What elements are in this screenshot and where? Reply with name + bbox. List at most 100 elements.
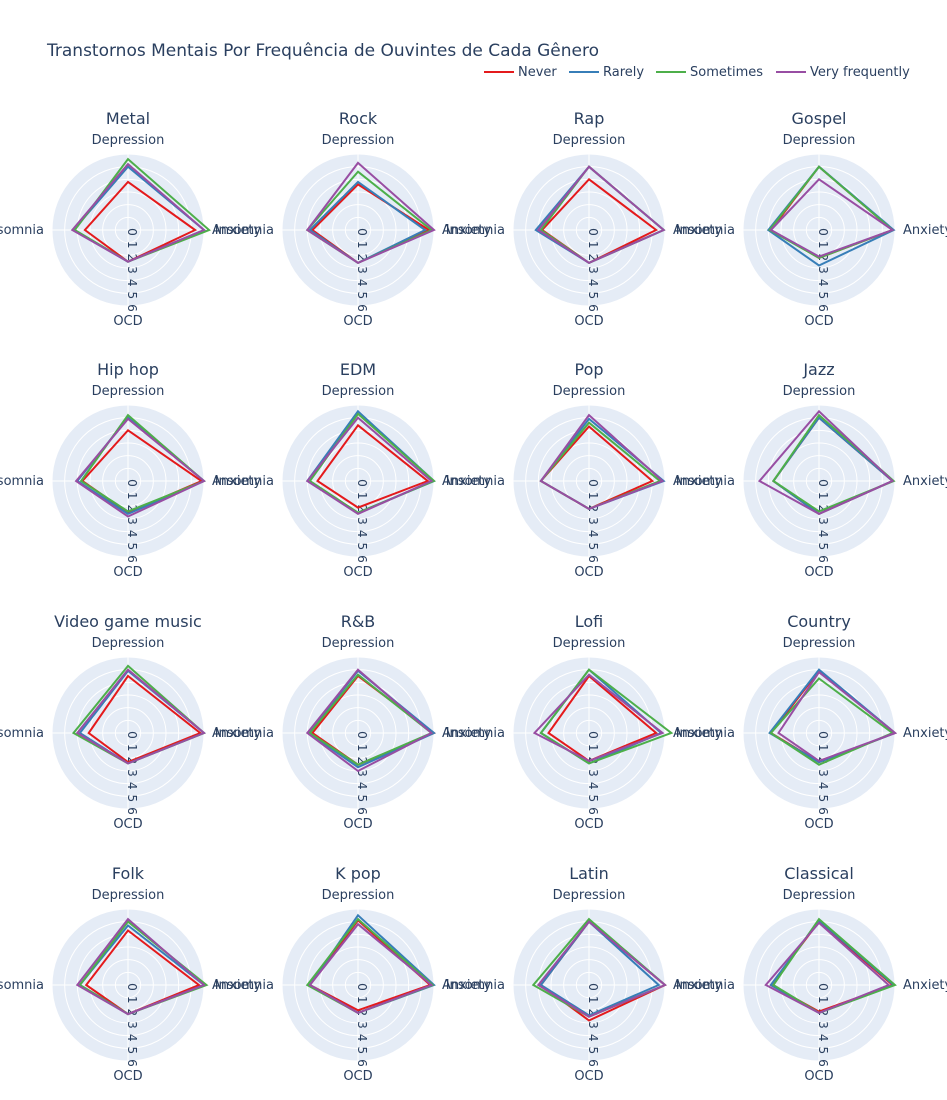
axis-label-anxiety: Anxiety xyxy=(212,223,262,238)
series-rarely xyxy=(539,920,661,1017)
axis-label-insomnia: Insomnia xyxy=(0,223,44,238)
radial-tick-label: 3 xyxy=(816,769,830,777)
axis-label-ocd: OCD xyxy=(113,314,142,329)
series-very-frequently xyxy=(305,161,436,265)
radial-tick-label: 5 xyxy=(355,543,369,551)
axis-label-ocd: OCD xyxy=(343,565,372,580)
axis-label-anxiety: Anxiety xyxy=(903,474,947,489)
axis-label-depression: Depression xyxy=(92,636,165,651)
radial-tick-label: 4 xyxy=(125,782,139,790)
radial-tick-label: 0 xyxy=(125,983,139,991)
radial-tick-label: 5 xyxy=(125,1047,139,1055)
radial-tick-label: 6 xyxy=(355,555,369,563)
radial-tick-label: 1 xyxy=(355,744,369,752)
subplot-title: Rock xyxy=(339,109,378,128)
radial-ticks: 0 1 2 3 4 5 6 xyxy=(586,983,600,1067)
radial-tick-label: 6 xyxy=(816,304,830,312)
radial-tick-label: 1 xyxy=(816,241,830,249)
radial-tick-label: 3 xyxy=(816,517,830,525)
subplot-title: Folk xyxy=(112,864,145,883)
radial-tick-label: 0 xyxy=(816,983,830,991)
subplot-title: Classical xyxy=(784,864,854,883)
radial-tick-label: 0 xyxy=(125,479,139,487)
radar-folk: 0123456DepressionAnxietyOCDInsomniaFolk xyxy=(0,864,262,1084)
radial-tick-label: 4 xyxy=(586,530,600,538)
axis-label-ocd: OCD xyxy=(804,817,833,832)
radar-metal: 0 1 2 3 4 5 6 Depression Anxiety OCD Insomnia Metal xyxy=(0,109,262,329)
subplot-title: K pop xyxy=(335,864,381,883)
radial-tick-label: 6 xyxy=(355,304,369,312)
axis-label-anxiety: Anxiety xyxy=(673,978,723,993)
radial-tick-label: 0 xyxy=(586,228,600,236)
radial-tick-label: 5 xyxy=(586,292,600,300)
radial-tick-label: 5 xyxy=(125,795,139,803)
legend-item-never[interactable]: Never xyxy=(484,65,557,80)
radial-tick-label: 3 xyxy=(586,769,600,777)
radial-tick-label: 4 xyxy=(586,782,600,790)
axis-label-depression: Depression xyxy=(553,384,626,399)
radial-tick-label: 6 xyxy=(816,807,830,815)
series-very-frequently xyxy=(75,917,206,1016)
radial-tick-label: 0 xyxy=(816,228,830,236)
axis-label-depression: Depression xyxy=(322,384,395,399)
series-very-frequently xyxy=(769,177,895,258)
radial-tick-label: 2 xyxy=(125,254,139,262)
legend: Never Rarely Sometimes Very frequently xyxy=(484,65,910,80)
axis-label-depression: Depression xyxy=(92,888,165,903)
axis-label-insomnia: Insomnia xyxy=(676,474,735,489)
axis-label-depression: Depression xyxy=(783,636,856,651)
axis-label-ocd: OCD xyxy=(574,1069,603,1084)
radial-tick-label: 5 xyxy=(816,292,830,300)
axis-label-depression: Depression xyxy=(322,888,395,903)
axis-label-insomnia: Insomnia xyxy=(676,978,735,993)
series-never xyxy=(316,423,430,509)
axis-label-anxiety: Anxiety xyxy=(212,726,262,741)
axis-label-anxiety: Anxiety xyxy=(212,978,262,993)
legend-item-very-frequently[interactable]: Very frequently xyxy=(776,65,910,80)
radial-tick-label: 5 xyxy=(355,795,369,803)
radial-tick-label: 3 xyxy=(355,517,369,525)
axis-label-anxiety: Anxiety xyxy=(903,978,947,993)
radial-tick-label: 0 xyxy=(586,731,600,739)
subplot-title: R&B xyxy=(341,612,376,631)
radial-tick-label: 2 xyxy=(355,757,369,765)
series-never xyxy=(87,674,203,764)
radial-tick-label: 3 xyxy=(586,266,600,274)
axis-label-insomnia: Insomnia xyxy=(676,726,735,741)
radar-classical: 0123456DepressionAnxietyOCDInsomniaClass… xyxy=(676,864,947,1084)
radar-gospel: 0123456DepressionAnxietyOCDInsomniaGospe… xyxy=(676,109,947,329)
axis-label-insomnia: Insomnia xyxy=(676,223,735,238)
subplot-title: Gospel xyxy=(792,109,847,128)
axis-label-insomnia: Insomnia xyxy=(446,726,505,741)
axis-label-insomnia: Insomnia xyxy=(0,474,44,489)
radar-latin: 0 1 2 3 4 5 6 Depression Anxiety OCD Insomnia Latin xyxy=(446,864,723,1084)
radial-tick-label: 2 xyxy=(355,254,369,262)
radial-tick-label: 1 xyxy=(586,241,600,249)
axis-label-anxiety: Anxiety xyxy=(212,474,262,489)
subplot-title: Hip hop xyxy=(97,360,159,379)
axis-label-anxiety: Anxiety xyxy=(442,223,492,238)
series-sometimes xyxy=(769,677,895,766)
subplot-title: Country xyxy=(787,612,851,631)
radial-tick-label: 5 xyxy=(816,795,830,803)
axis-label-ocd: OCD xyxy=(113,565,142,580)
series-never xyxy=(80,428,204,514)
radial-tick-label: 5 xyxy=(586,1047,600,1055)
radial-tick-label: 4 xyxy=(125,279,139,287)
legend-item-rarely[interactable]: Rarely xyxy=(569,65,644,80)
radar-country: 0123456DepressionAnxietyOCDInsomniaCount… xyxy=(676,612,947,832)
radar-rap: 0 1 2 3 4 5 6 Depression Anxiety OCD Insomnia Rap xyxy=(446,109,723,329)
axis-label-depression: Depression xyxy=(92,133,165,148)
series-sometimes xyxy=(768,165,895,260)
radial-tick-label: 0 xyxy=(355,983,369,991)
radial-tick-label: 0 xyxy=(125,731,139,739)
subplot-title: Latin xyxy=(569,864,609,883)
series-very-frequently xyxy=(305,668,434,773)
radial-tick-label: 0 xyxy=(125,228,139,236)
radial-tick-label: 1 xyxy=(125,996,139,1004)
radial-tick-label: 1 xyxy=(355,996,369,1004)
legend-item-sometimes[interactable]: Sometimes xyxy=(656,65,763,80)
axis-label-ocd: OCD xyxy=(574,314,603,329)
radar-edm: 0 1 2 3 4 5 6 Depression Anxiety OCD Insomnia EDM xyxy=(215,360,492,580)
